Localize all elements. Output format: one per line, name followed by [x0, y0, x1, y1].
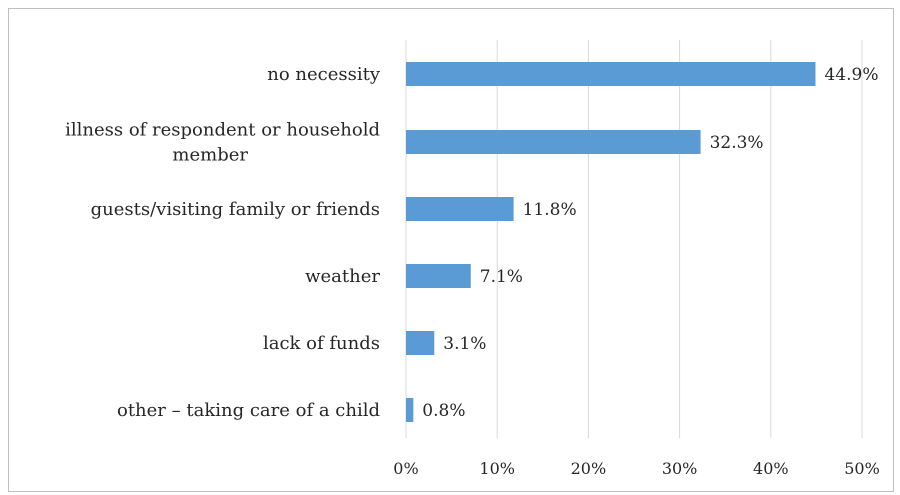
bar — [406, 331, 435, 355]
bar — [406, 398, 414, 422]
category-label: lack of funds — [263, 333, 380, 354]
chart-frame — [8, 8, 894, 492]
x-tick-label: 0% — [393, 459, 418, 478]
bar-value-label: 0.8% — [422, 401, 465, 421]
x-tick-label: 30% — [662, 459, 698, 478]
bar-value-label: 7.1% — [480, 267, 523, 287]
bar — [406, 62, 816, 86]
gridlines — [405, 40, 863, 438]
category-label: guests/visiting family or friends — [91, 199, 380, 220]
bar — [406, 264, 471, 288]
x-tick-label: 50% — [844, 459, 880, 478]
bar-value-label: 3.1% — [443, 334, 486, 354]
bar-value-label: 32.3% — [710, 133, 764, 153]
x-tick-label: 40% — [753, 459, 789, 478]
bar — [406, 130, 701, 154]
value-labels: 44.9% 32.3% 11.8% 7.1% 3.1% 0.8% — [422, 65, 878, 421]
x-tick-label: 10% — [479, 459, 515, 478]
category-label: weather — [305, 266, 380, 287]
bar-value-label: 11.8% — [523, 200, 577, 220]
category-label: illness of respondent or household member — [65, 120, 380, 166]
category-label: no necessity — [267, 64, 381, 85]
x-axis-tick-labels: 0% 10% 20% 30% 40% 50% — [393, 459, 879, 478]
bar-value-label: 44.9% — [824, 65, 878, 85]
category-label: other – taking care of a child — [117, 400, 380, 421]
x-tick-label: 20% — [571, 459, 607, 478]
category-labels: no necessity illness of respondent or hou… — [65, 64, 381, 421]
bars — [406, 62, 816, 422]
bar — [406, 197, 514, 221]
